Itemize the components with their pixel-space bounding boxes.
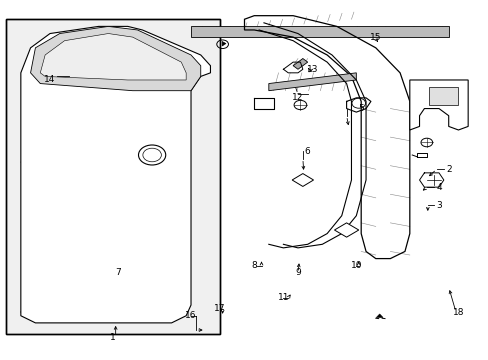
Text: 12: 12 <box>292 93 303 102</box>
Text: 6: 6 <box>304 147 310 156</box>
Text: 4: 4 <box>435 183 441 192</box>
Polygon shape <box>40 33 186 80</box>
Text: 7: 7 <box>115 268 121 277</box>
Bar <box>6 19 220 334</box>
Text: 9: 9 <box>294 268 300 277</box>
Polygon shape <box>292 59 307 69</box>
Polygon shape <box>222 41 225 46</box>
Polygon shape <box>291 174 313 186</box>
Bar <box>428 87 458 105</box>
Text: 10: 10 <box>350 261 361 270</box>
Text: 2: 2 <box>445 165 450 174</box>
Bar <box>6 19 220 334</box>
Text: 17: 17 <box>214 304 225 313</box>
Polygon shape <box>409 80 467 130</box>
Text: 5: 5 <box>358 104 364 113</box>
Text: 3: 3 <box>435 201 441 210</box>
Text: 11: 11 <box>277 293 288 302</box>
Polygon shape <box>268 73 356 91</box>
Text: 1: 1 <box>110 333 116 342</box>
Polygon shape <box>191 26 448 37</box>
Text: 15: 15 <box>369 33 381 42</box>
Text: 16: 16 <box>185 311 196 320</box>
Text: 14: 14 <box>44 76 56 85</box>
Polygon shape <box>30 26 201 91</box>
Polygon shape <box>334 223 358 237</box>
Polygon shape <box>375 314 382 318</box>
Text: 8: 8 <box>251 261 257 270</box>
Text: 13: 13 <box>306 65 318 74</box>
Text: 18: 18 <box>452 308 463 317</box>
Polygon shape <box>21 26 210 323</box>
